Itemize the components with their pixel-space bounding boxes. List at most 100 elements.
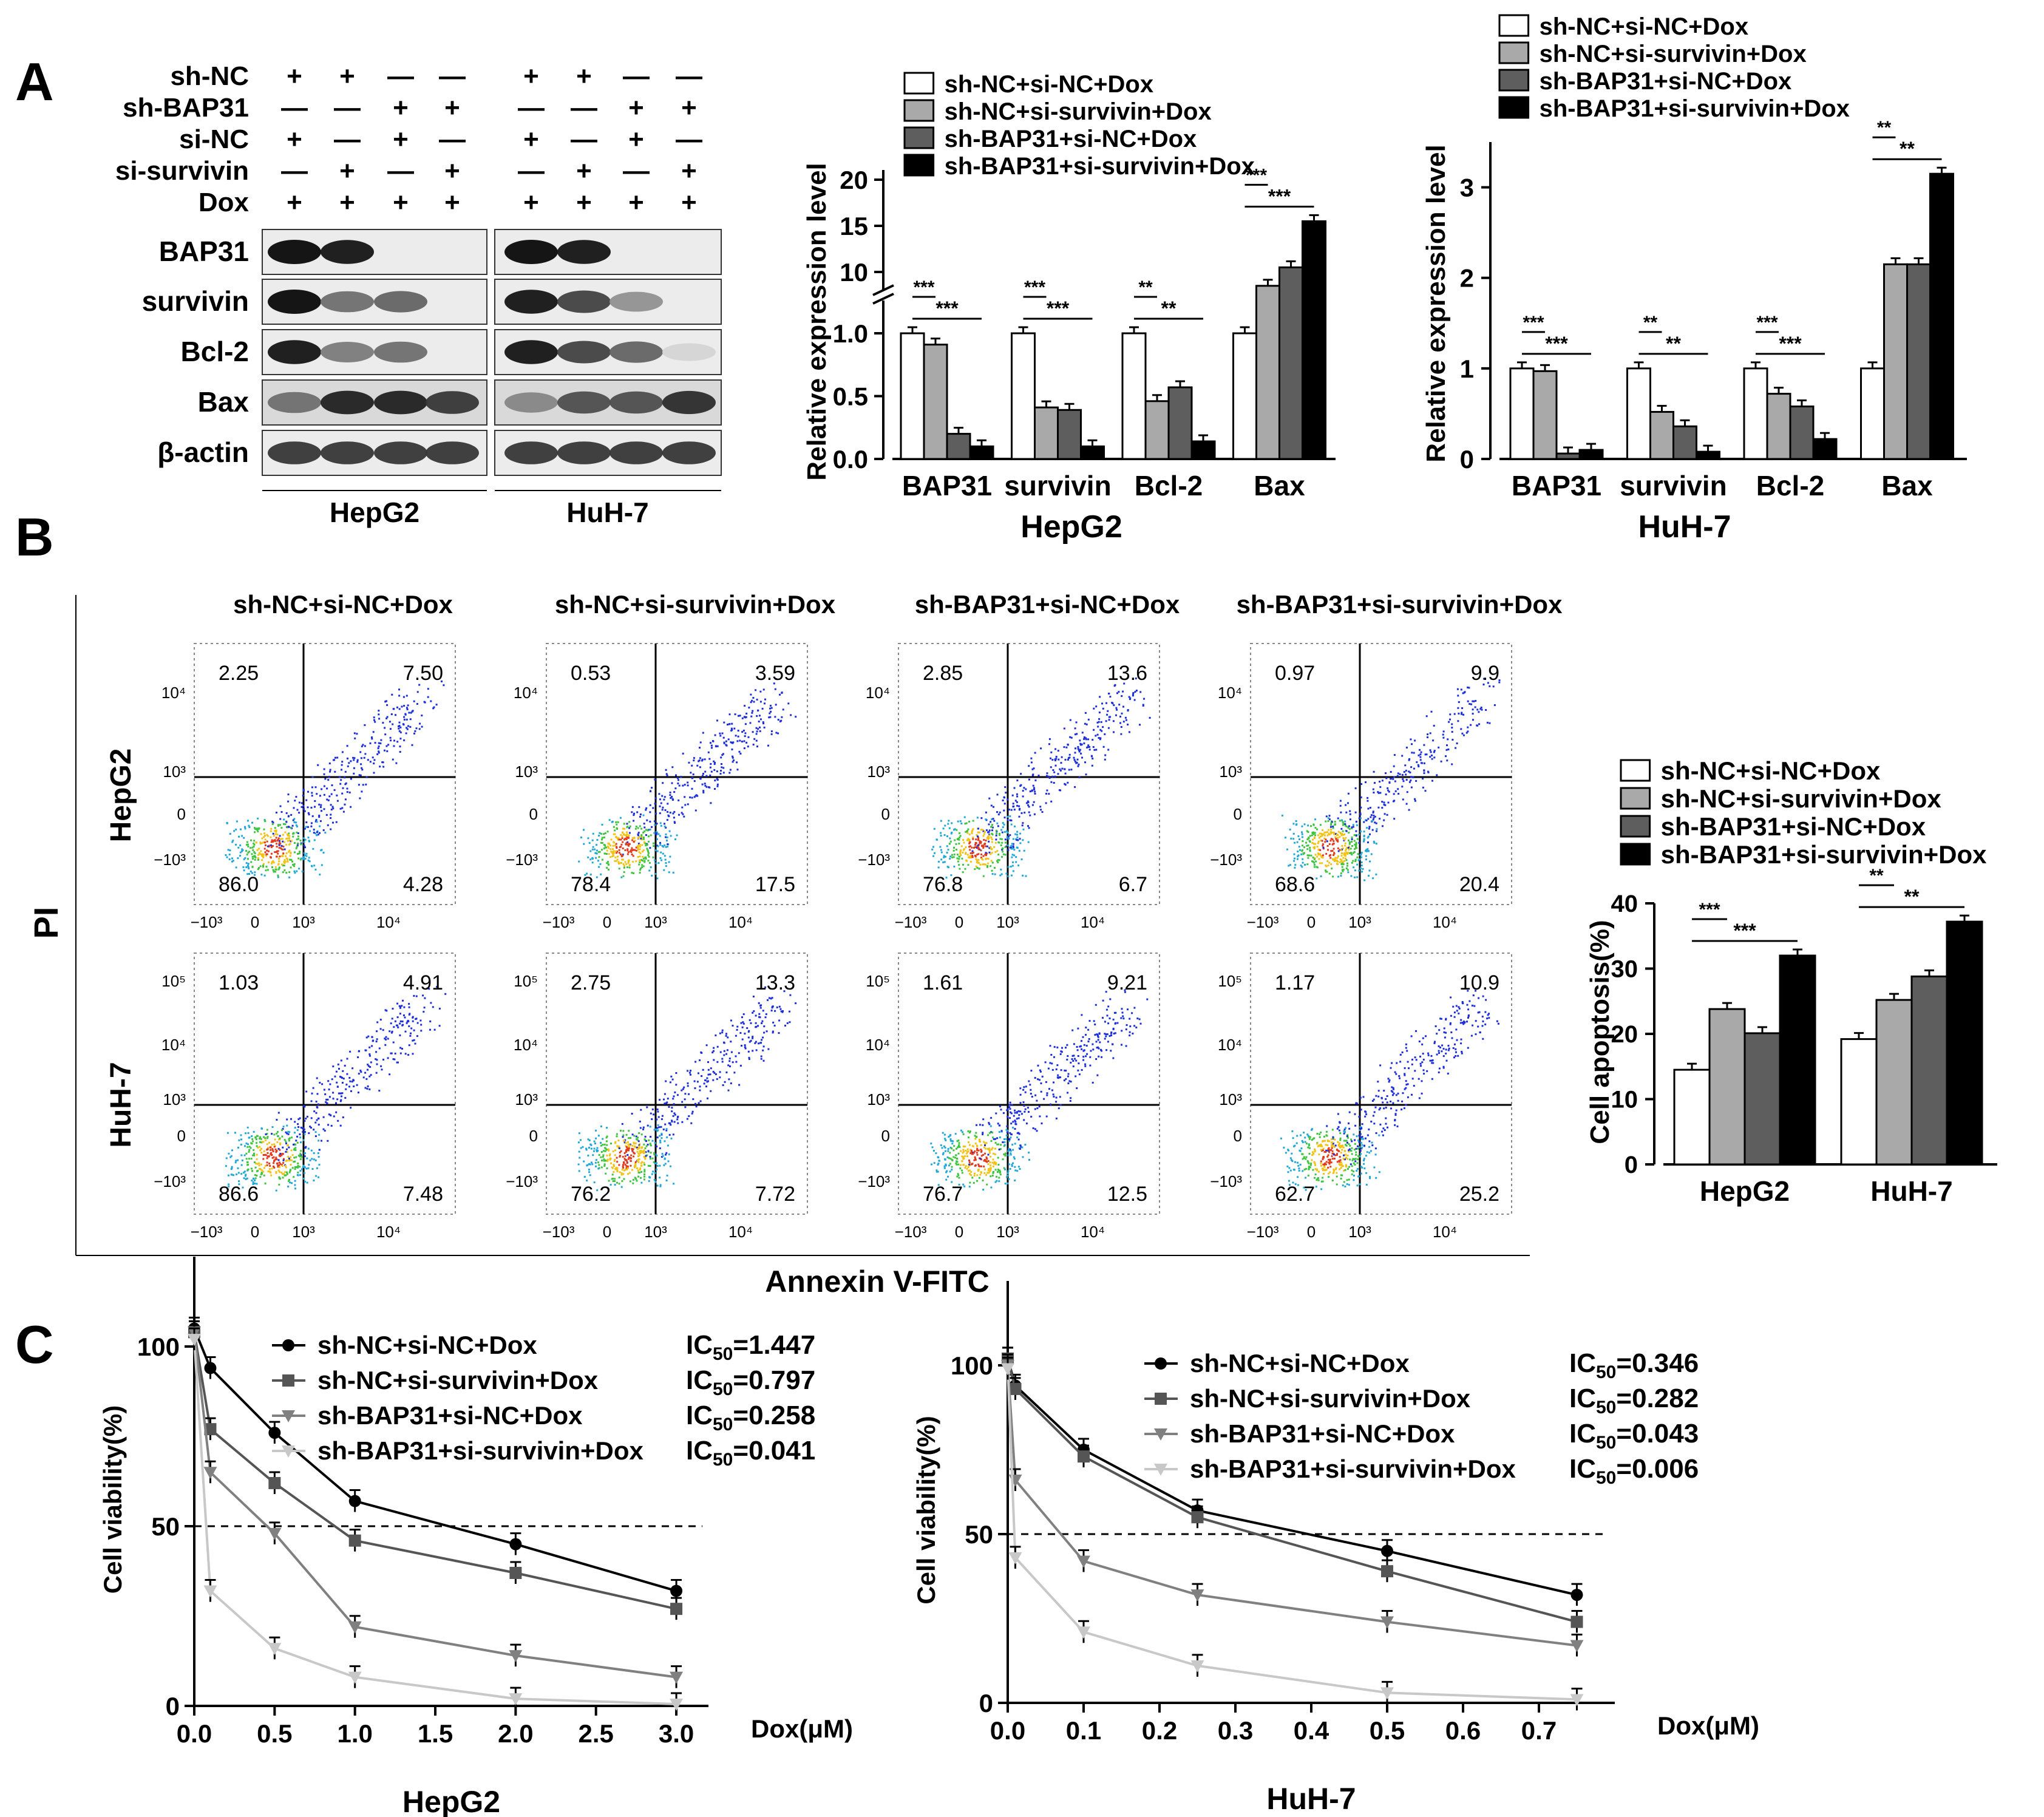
scatter-dot — [1014, 1169, 1017, 1172]
scatter-dot — [1078, 750, 1081, 753]
scatter-dot — [1052, 769, 1054, 771]
scatter-dot — [1413, 767, 1415, 770]
scatter-dot — [637, 1152, 640, 1155]
scatter-dot — [1066, 1044, 1068, 1046]
bar — [1766, 393, 1791, 460]
scatter-dot — [1408, 781, 1411, 783]
treatment-sign: + — [393, 188, 409, 217]
scatter-dot — [1345, 857, 1346, 860]
scatter-dot — [631, 1113, 633, 1115]
scatter-dot — [322, 852, 325, 854]
scatter-dot — [1010, 1136, 1012, 1139]
scatter-dot — [298, 801, 300, 804]
scatter-dot — [595, 1137, 597, 1139]
scatter-dot — [1016, 834, 1018, 836]
scatter-dot — [613, 852, 615, 854]
scatter-dot — [1001, 849, 1003, 851]
significance-label: ** — [1877, 118, 1892, 138]
x-tick-label: 10⁴ — [1081, 1223, 1105, 1241]
scatter-dot — [762, 688, 765, 691]
scatter-dot — [649, 804, 651, 806]
scatter-dot — [1136, 1017, 1139, 1020]
quadrant-value: 12.5 — [1107, 1183, 1147, 1206]
scatter-dot — [959, 852, 962, 855]
scatter-dot — [653, 1152, 656, 1154]
scatter-dot — [744, 1033, 746, 1035]
scatter-dot — [714, 779, 716, 782]
scatter-dot — [651, 1157, 654, 1160]
scatter-dot — [323, 768, 325, 770]
scatter-dot — [659, 1135, 661, 1137]
scatter-dot — [1085, 738, 1087, 741]
scatter-dot — [684, 1093, 687, 1095]
scatter-dot — [342, 787, 344, 789]
band — [504, 340, 558, 364]
scatter-dot — [990, 804, 993, 807]
scatter-dot — [1113, 685, 1116, 687]
scatter-dot — [598, 835, 600, 837]
scatter-dot — [933, 827, 935, 830]
scatter-dot — [613, 841, 615, 844]
scatter-dot — [268, 861, 270, 863]
scatter-dot — [1451, 763, 1453, 766]
scatter-dot — [272, 832, 274, 835]
scatter-dot — [991, 829, 993, 832]
scatter-dot — [957, 820, 959, 823]
scatter-dot — [620, 834, 622, 836]
scatter-dot — [949, 857, 951, 860]
scatter-dot — [1402, 798, 1404, 801]
scatter-dot — [1048, 738, 1051, 740]
scatter-dot — [1424, 790, 1427, 792]
scatter-dot — [1057, 750, 1059, 752]
scatter-dot — [618, 868, 620, 870]
scatter-dot — [1018, 849, 1020, 852]
scatter-dot — [956, 829, 958, 831]
scatter-dot — [655, 872, 657, 875]
scatter-dot — [739, 715, 741, 717]
scatter-dot — [1027, 1107, 1029, 1109]
scatter-dot — [937, 860, 940, 863]
scatter-dot — [1367, 848, 1369, 851]
scatter-dot — [1054, 759, 1056, 761]
scatter-dot — [1367, 837, 1369, 839]
scatter-dot — [1330, 863, 1333, 866]
scatter-dot — [406, 1021, 409, 1023]
scatter-dot — [305, 799, 308, 801]
scatter-dot — [1019, 1087, 1022, 1090]
scatter-dot — [739, 1064, 742, 1067]
scatter-dot — [1018, 805, 1020, 807]
scatter-dot — [604, 852, 606, 855]
scatter-dot — [738, 750, 741, 753]
scatter-dot — [741, 1026, 744, 1028]
scatter-dot — [1317, 834, 1319, 837]
scatter-dot — [994, 1162, 996, 1164]
scatter-dot — [1356, 824, 1358, 826]
scatter-dot — [630, 850, 631, 852]
scatter-dot — [606, 1127, 608, 1129]
scatter-dot — [280, 847, 282, 849]
scatter-dot — [674, 1113, 676, 1116]
scatter-dot — [307, 790, 309, 793]
scatter-dot — [262, 1158, 265, 1160]
scatter-dot — [990, 846, 992, 849]
scatter-dot — [1394, 780, 1396, 783]
scatter-dot — [611, 851, 614, 853]
scatter-dot — [1040, 1090, 1042, 1093]
scatter-dot — [1022, 790, 1024, 792]
scatter-dot — [738, 715, 739, 717]
scatter-dot — [1333, 832, 1336, 834]
scatter-dot — [1024, 1110, 1026, 1113]
scatter-dot — [645, 856, 647, 858]
scatter-dot — [960, 849, 962, 852]
scatter-dot — [1068, 769, 1070, 771]
scatter-dot — [1392, 778, 1394, 780]
treatment-sign: + — [287, 188, 302, 217]
scatter-dot — [1053, 771, 1056, 773]
scatter-dot — [332, 807, 334, 810]
scatter-dot — [315, 1101, 317, 1103]
scatter-dot — [952, 1149, 955, 1152]
scatter-dot — [578, 1132, 580, 1135]
scatter-dot — [608, 1149, 610, 1152]
scatter-dot — [937, 1156, 940, 1159]
scatter-dot — [395, 1024, 398, 1027]
